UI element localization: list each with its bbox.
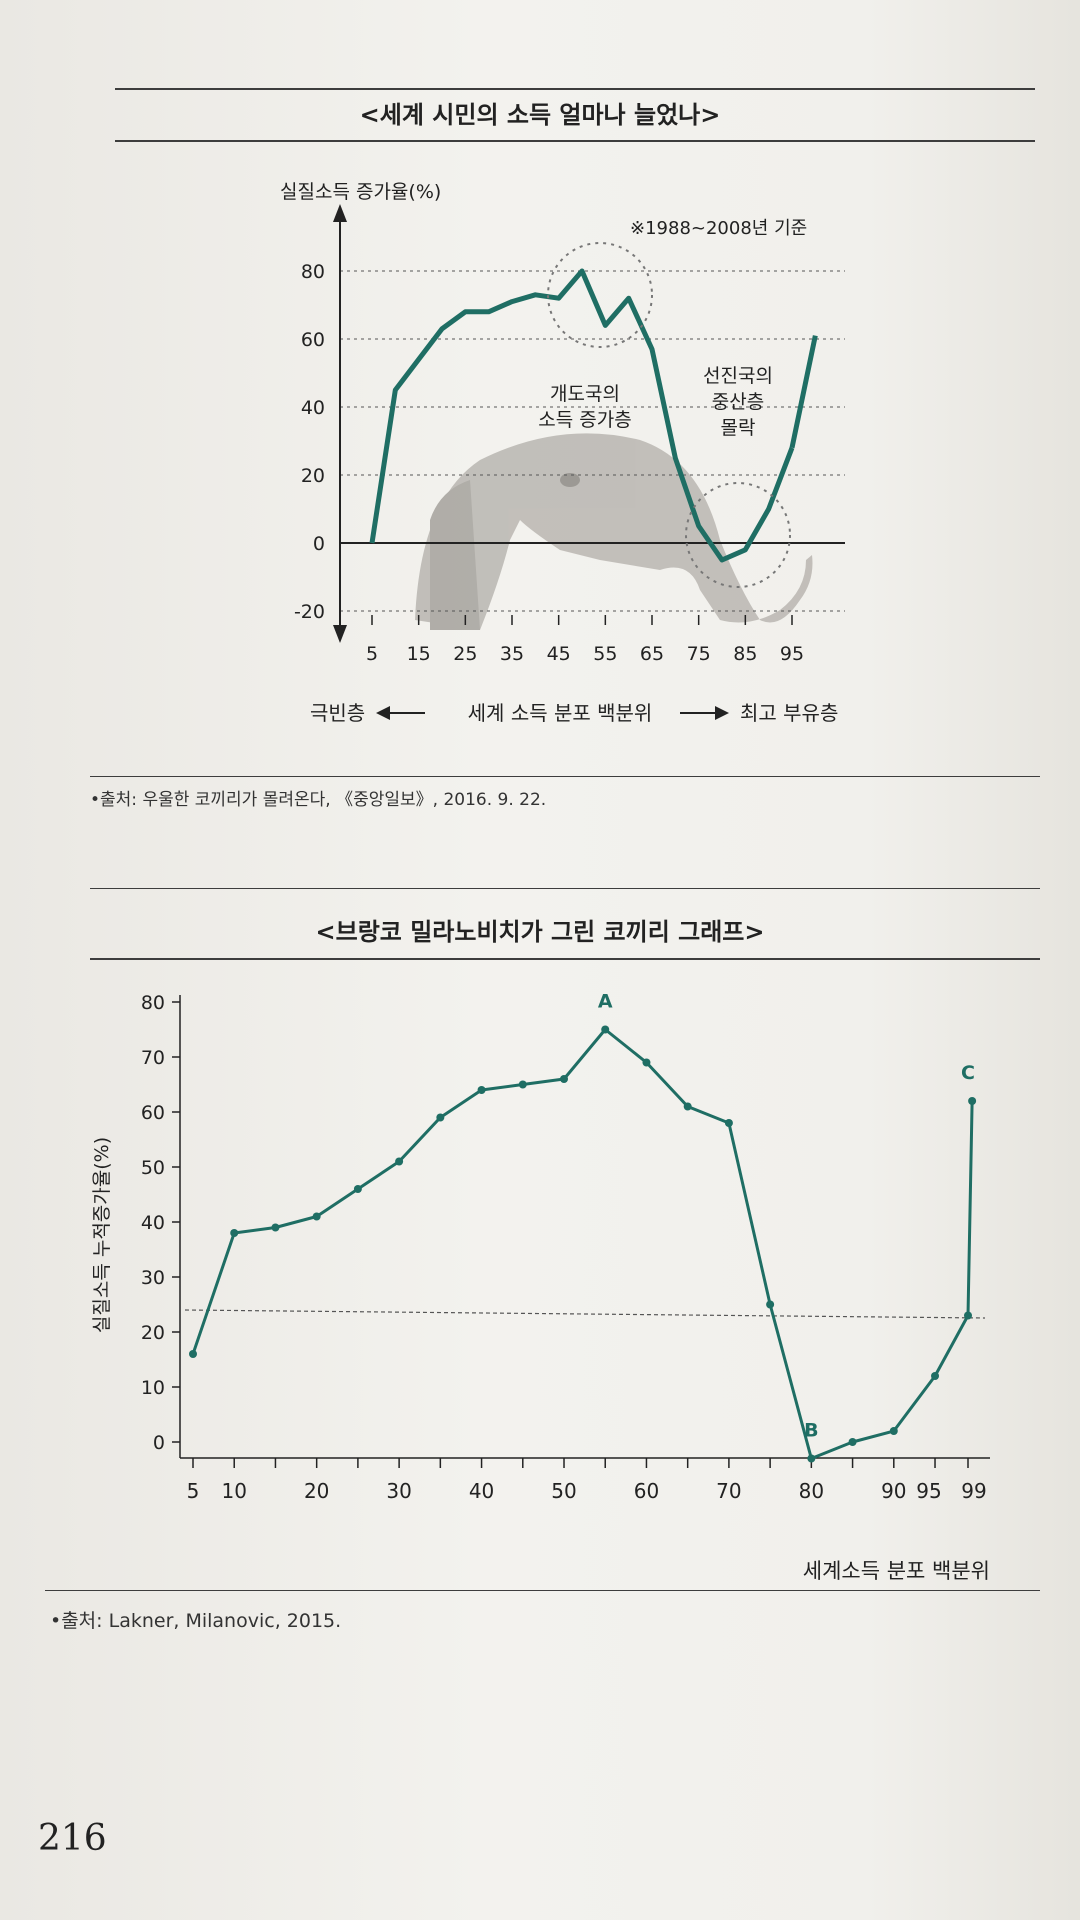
xlabel-left: 극빈층	[310, 701, 365, 725]
x-tick-label: 75	[687, 643, 711, 665]
data-point	[560, 1075, 569, 1083]
data-point	[889, 1427, 898, 1435]
x-tick-label: 25	[453, 643, 477, 665]
data-point	[968, 1097, 977, 1105]
x-tick-label: 60	[634, 1479, 659, 1503]
x-tick-label: 50	[551, 1479, 576, 1503]
elephant-illustration	[415, 433, 813, 630]
x-tick-label: 5	[187, 1479, 200, 1503]
highlight-circle-peak	[547, 242, 653, 348]
data-point	[271, 1223, 280, 1232]
y-tick-label: 60	[141, 1102, 165, 1124]
fig1-title-rule	[115, 140, 1035, 142]
reference-line	[184, 1309, 986, 1319]
annotation-advanced-1: 선진국의	[703, 365, 773, 387]
income-growth-line-tail	[789, 335, 818, 449]
point-label-a: A	[598, 991, 613, 1013]
fig1-ylabel: 실질소득 증가율(%)	[280, 181, 441, 203]
data-point	[353, 1185, 362, 1193]
x-tick-label: 90	[881, 1479, 906, 1503]
elephant-curve-line	[191, 1028, 974, 1460]
y-tick-label: 20	[141, 1322, 165, 1344]
x-tick-label: 95	[780, 643, 804, 665]
data-point	[518, 1080, 527, 1089]
fig1-bottom-rule	[90, 776, 1040, 777]
annotation-advanced-3: 몰락	[721, 417, 756, 439]
x-tick-label: 65	[640, 643, 664, 665]
arrow-right-icon	[680, 706, 729, 720]
x-tick-label: 95	[916, 1479, 941, 1503]
arrow-left-icon	[376, 706, 425, 720]
xlabel-right: 최고 부유층	[740, 701, 838, 725]
fig2-bottom-rule	[45, 1590, 1040, 1591]
y-tick-label: 20	[301, 465, 325, 487]
fig2-title-rule	[90, 958, 1040, 960]
data-point	[477, 1086, 486, 1094]
y-axis-arrow-up-icon	[333, 204, 347, 222]
fig1-title: <세계 시민의 소득 얼마나 늘었나>	[359, 101, 721, 129]
y-axis-arrow-down-icon	[333, 625, 347, 643]
xlabel-center: 세계 소득 분포 백분위	[468, 701, 653, 725]
y-tick-label: -20	[294, 601, 325, 623]
point-label-b: B	[804, 1420, 818, 1442]
data-point	[230, 1229, 239, 1237]
data-point	[601, 1025, 610, 1034]
y-tick-label: 40	[301, 397, 325, 419]
annotation-advanced-2: 중산층	[712, 391, 764, 413]
x-tick-label: 45	[547, 643, 571, 665]
point-label-c: C	[961, 1062, 975, 1084]
x-tick-label: 35	[500, 643, 524, 665]
x-tick-label: 99	[961, 1479, 986, 1503]
x-tick-label: 15	[407, 643, 431, 665]
y-tick-label: 40	[141, 1212, 165, 1234]
x-tick-label: 80	[799, 1479, 824, 1503]
fig2-source: •출처: Lakner, Milanovic, 2015.	[50, 1610, 342, 1632]
data-point	[724, 1119, 733, 1127]
y-tick-label: 10	[141, 1377, 165, 1399]
annotation-developing-1: 개도국의	[550, 383, 620, 405]
y-tick-label: 30	[141, 1267, 165, 1289]
y-tick-label: 60	[301, 329, 325, 351]
fig2-xlabel: 세계소득 분포 백분위	[803, 1559, 990, 1583]
y-tick-label: 0	[313, 533, 325, 555]
y-tick-label: 80	[141, 992, 165, 1014]
x-tick-label: 5	[366, 643, 378, 665]
fig1-top-rule	[115, 88, 1035, 90]
y-tick-label: 0	[153, 1432, 165, 1454]
data-point	[642, 1058, 651, 1067]
x-tick-label: 70	[716, 1479, 741, 1503]
fig2-top-rule	[90, 888, 1040, 889]
y-tick-label: 70	[141, 1047, 165, 1069]
page-number: 216	[38, 1818, 107, 1859]
fig2-title: <브랑코 밀라노비치가 그린 코끼리 그래프>	[315, 918, 765, 946]
data-point	[766, 1300, 775, 1309]
x-tick-label: 55	[593, 643, 617, 665]
data-point	[312, 1212, 321, 1221]
chart-income-growth: 80 60 40 20 0 -20 5 15 25 35 45 55 65 75 85 95 실질소득 증가율…	[280, 181, 845, 725]
fig1-source: •출처: 우울한 코끼리가 몰려온다, 《중앙일보》, 2016. 9. 22.	[90, 790, 547, 810]
data-point	[807, 1454, 816, 1463]
data-point	[931, 1372, 940, 1380]
x-tick-label: 20	[304, 1479, 329, 1503]
y-tick-label: 80	[301, 261, 325, 283]
annotation-developing-2: 소득 증가층	[538, 409, 631, 431]
data-point	[848, 1438, 857, 1446]
data-point	[395, 1157, 404, 1166]
x-tick-label: 30	[386, 1479, 411, 1503]
data-point	[683, 1102, 692, 1111]
data-point	[964, 1311, 972, 1320]
fig1-note: ※1988~2008년 기준	[630, 218, 807, 239]
data-point	[436, 1113, 445, 1122]
y-tick-label: 50	[141, 1157, 165, 1179]
x-tick-label: 40	[469, 1479, 494, 1503]
income-growth-line	[369, 268, 795, 563]
x-tick-label: 10	[221, 1479, 246, 1503]
chart-elephant-curve: 80 70 60 50 40 30 20 10 0 5 10 20 30 40 50 60 70 80 90 95 99…	[91, 991, 990, 1583]
highlight-circle-trough	[685, 482, 791, 588]
data-point	[189, 1350, 197, 1358]
x-tick-label: 85	[733, 643, 757, 665]
fig2-ylabel: 실질소득 누적증가율(%)	[91, 1137, 113, 1333]
